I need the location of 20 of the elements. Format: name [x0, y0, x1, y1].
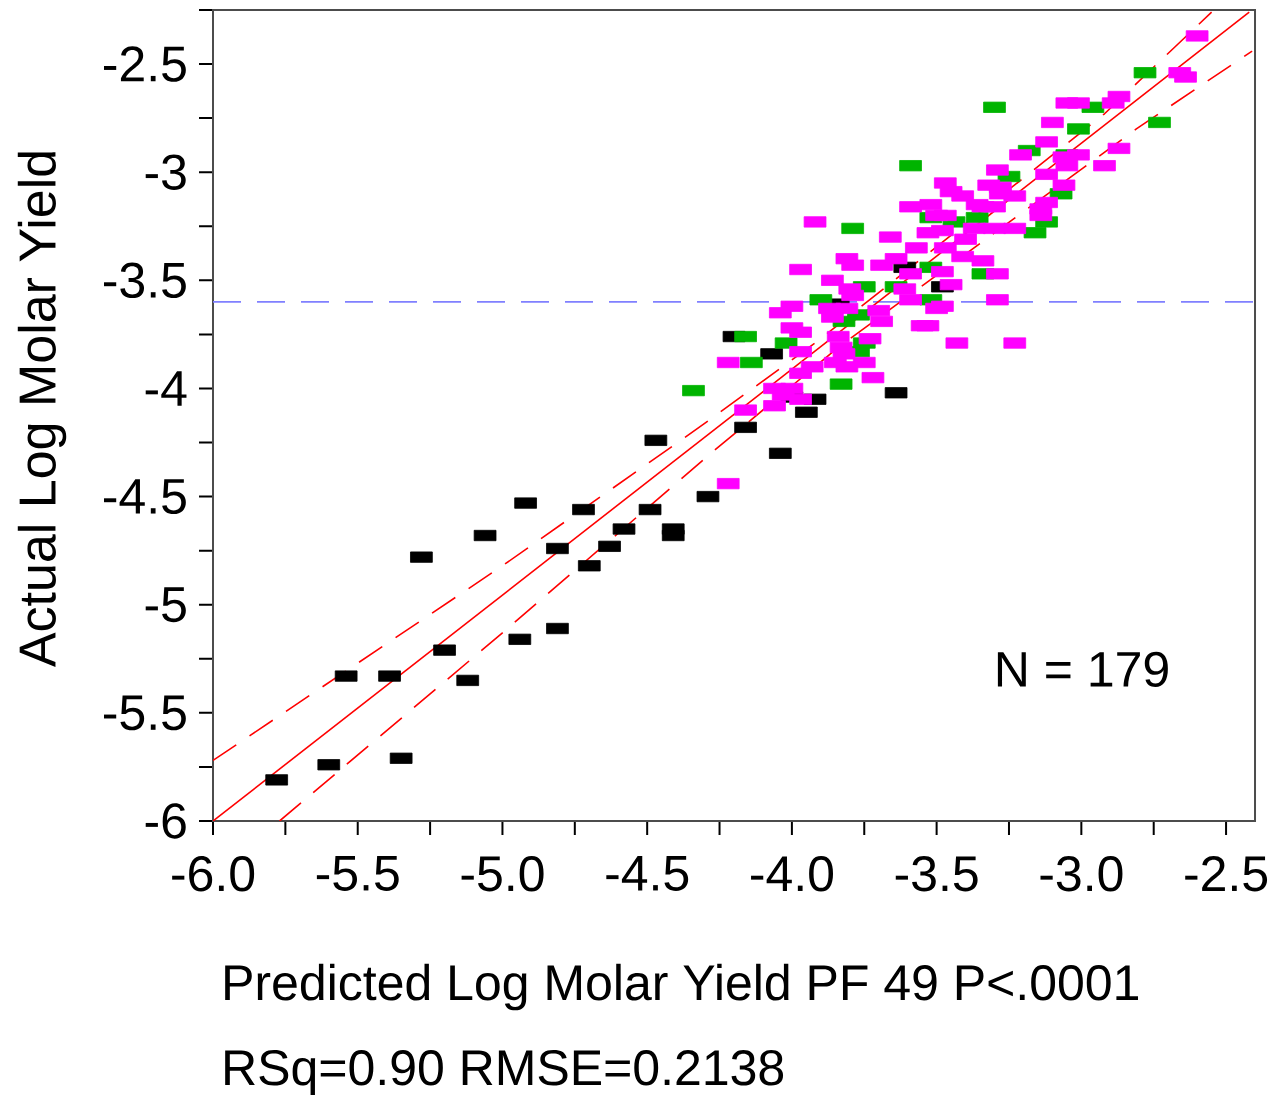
y-tick-label: -4 — [145, 371, 187, 406]
y-tick-label: -3 — [145, 154, 186, 190]
y-tick-label: -5 — [145, 587, 186, 623]
y-axis-title: Actual Log Molar Yield — [17, 152, 67, 668]
x-tick-label: -3.5 — [895, 856, 978, 892]
y-tick-label: -4.5 — [104, 479, 186, 515]
y-tick-label: -5.5 — [104, 695, 186, 731]
y-tick-label: -3.5 — [104, 262, 186, 299]
x-tick-label: -5.0 — [461, 856, 544, 892]
x-tick-label: -6.0 — [172, 856, 255, 892]
x-tick-label: -4.5 — [606, 856, 689, 891]
x-axis-title: Predicted Log Molar Yield PF 49 P<.0001 — [225, 963, 1138, 1011]
x-tick-label: -2.5 — [1185, 856, 1268, 892]
annotation: N = 179 — [997, 651, 1168, 688]
y-tick-label: -6 — [145, 803, 186, 839]
text: RSq=0.90 RMSE=0.2138 — [225, 1050, 784, 1095]
x-tick-label: -5.5 — [316, 856, 399, 891]
x-tick-label: -4.0 — [751, 856, 834, 892]
x-tick-label: -3.0 — [1040, 856, 1123, 892]
y-tick-label: -2.5 — [104, 46, 186, 82]
